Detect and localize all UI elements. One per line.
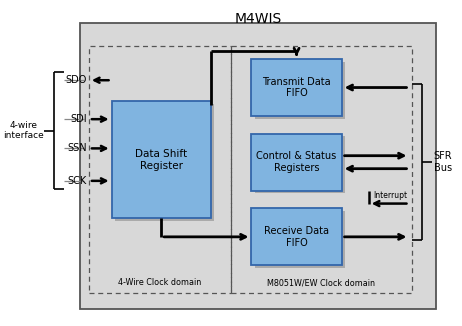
Text: Control & Status
Registers: Control & Status Registers (256, 151, 337, 173)
Text: Interrupt: Interrupt (373, 191, 407, 200)
Text: SSN: SSN (67, 143, 87, 154)
Text: Data Shift
Register: Data Shift Register (135, 149, 187, 170)
Bar (251, 134, 342, 191)
Text: SFR
Bus: SFR Bus (433, 151, 452, 173)
Bar (115, 104, 214, 221)
Text: Transmit Data
FIFO: Transmit Data FIFO (262, 77, 331, 98)
Bar (255, 136, 345, 193)
Bar (111, 101, 211, 218)
Bar (255, 211, 345, 268)
Bar (89, 46, 231, 293)
Bar (255, 62, 345, 119)
Text: SDO: SDO (65, 75, 87, 85)
Text: 4-Wire Clock domain: 4-Wire Clock domain (118, 278, 202, 287)
Text: M4WIS: M4WIS (235, 12, 282, 26)
Text: SCK: SCK (67, 176, 87, 186)
Text: Receive Data
FIFO: Receive Data FIFO (264, 226, 329, 248)
Bar (251, 59, 342, 116)
Text: SDI: SDI (70, 114, 87, 124)
Bar (251, 208, 342, 265)
Bar (231, 46, 412, 293)
Text: 4-wire
interface: 4-wire interface (4, 121, 44, 140)
Bar (80, 23, 437, 309)
Text: M8051W/EW Clock domain: M8051W/EW Clock domain (267, 278, 376, 287)
